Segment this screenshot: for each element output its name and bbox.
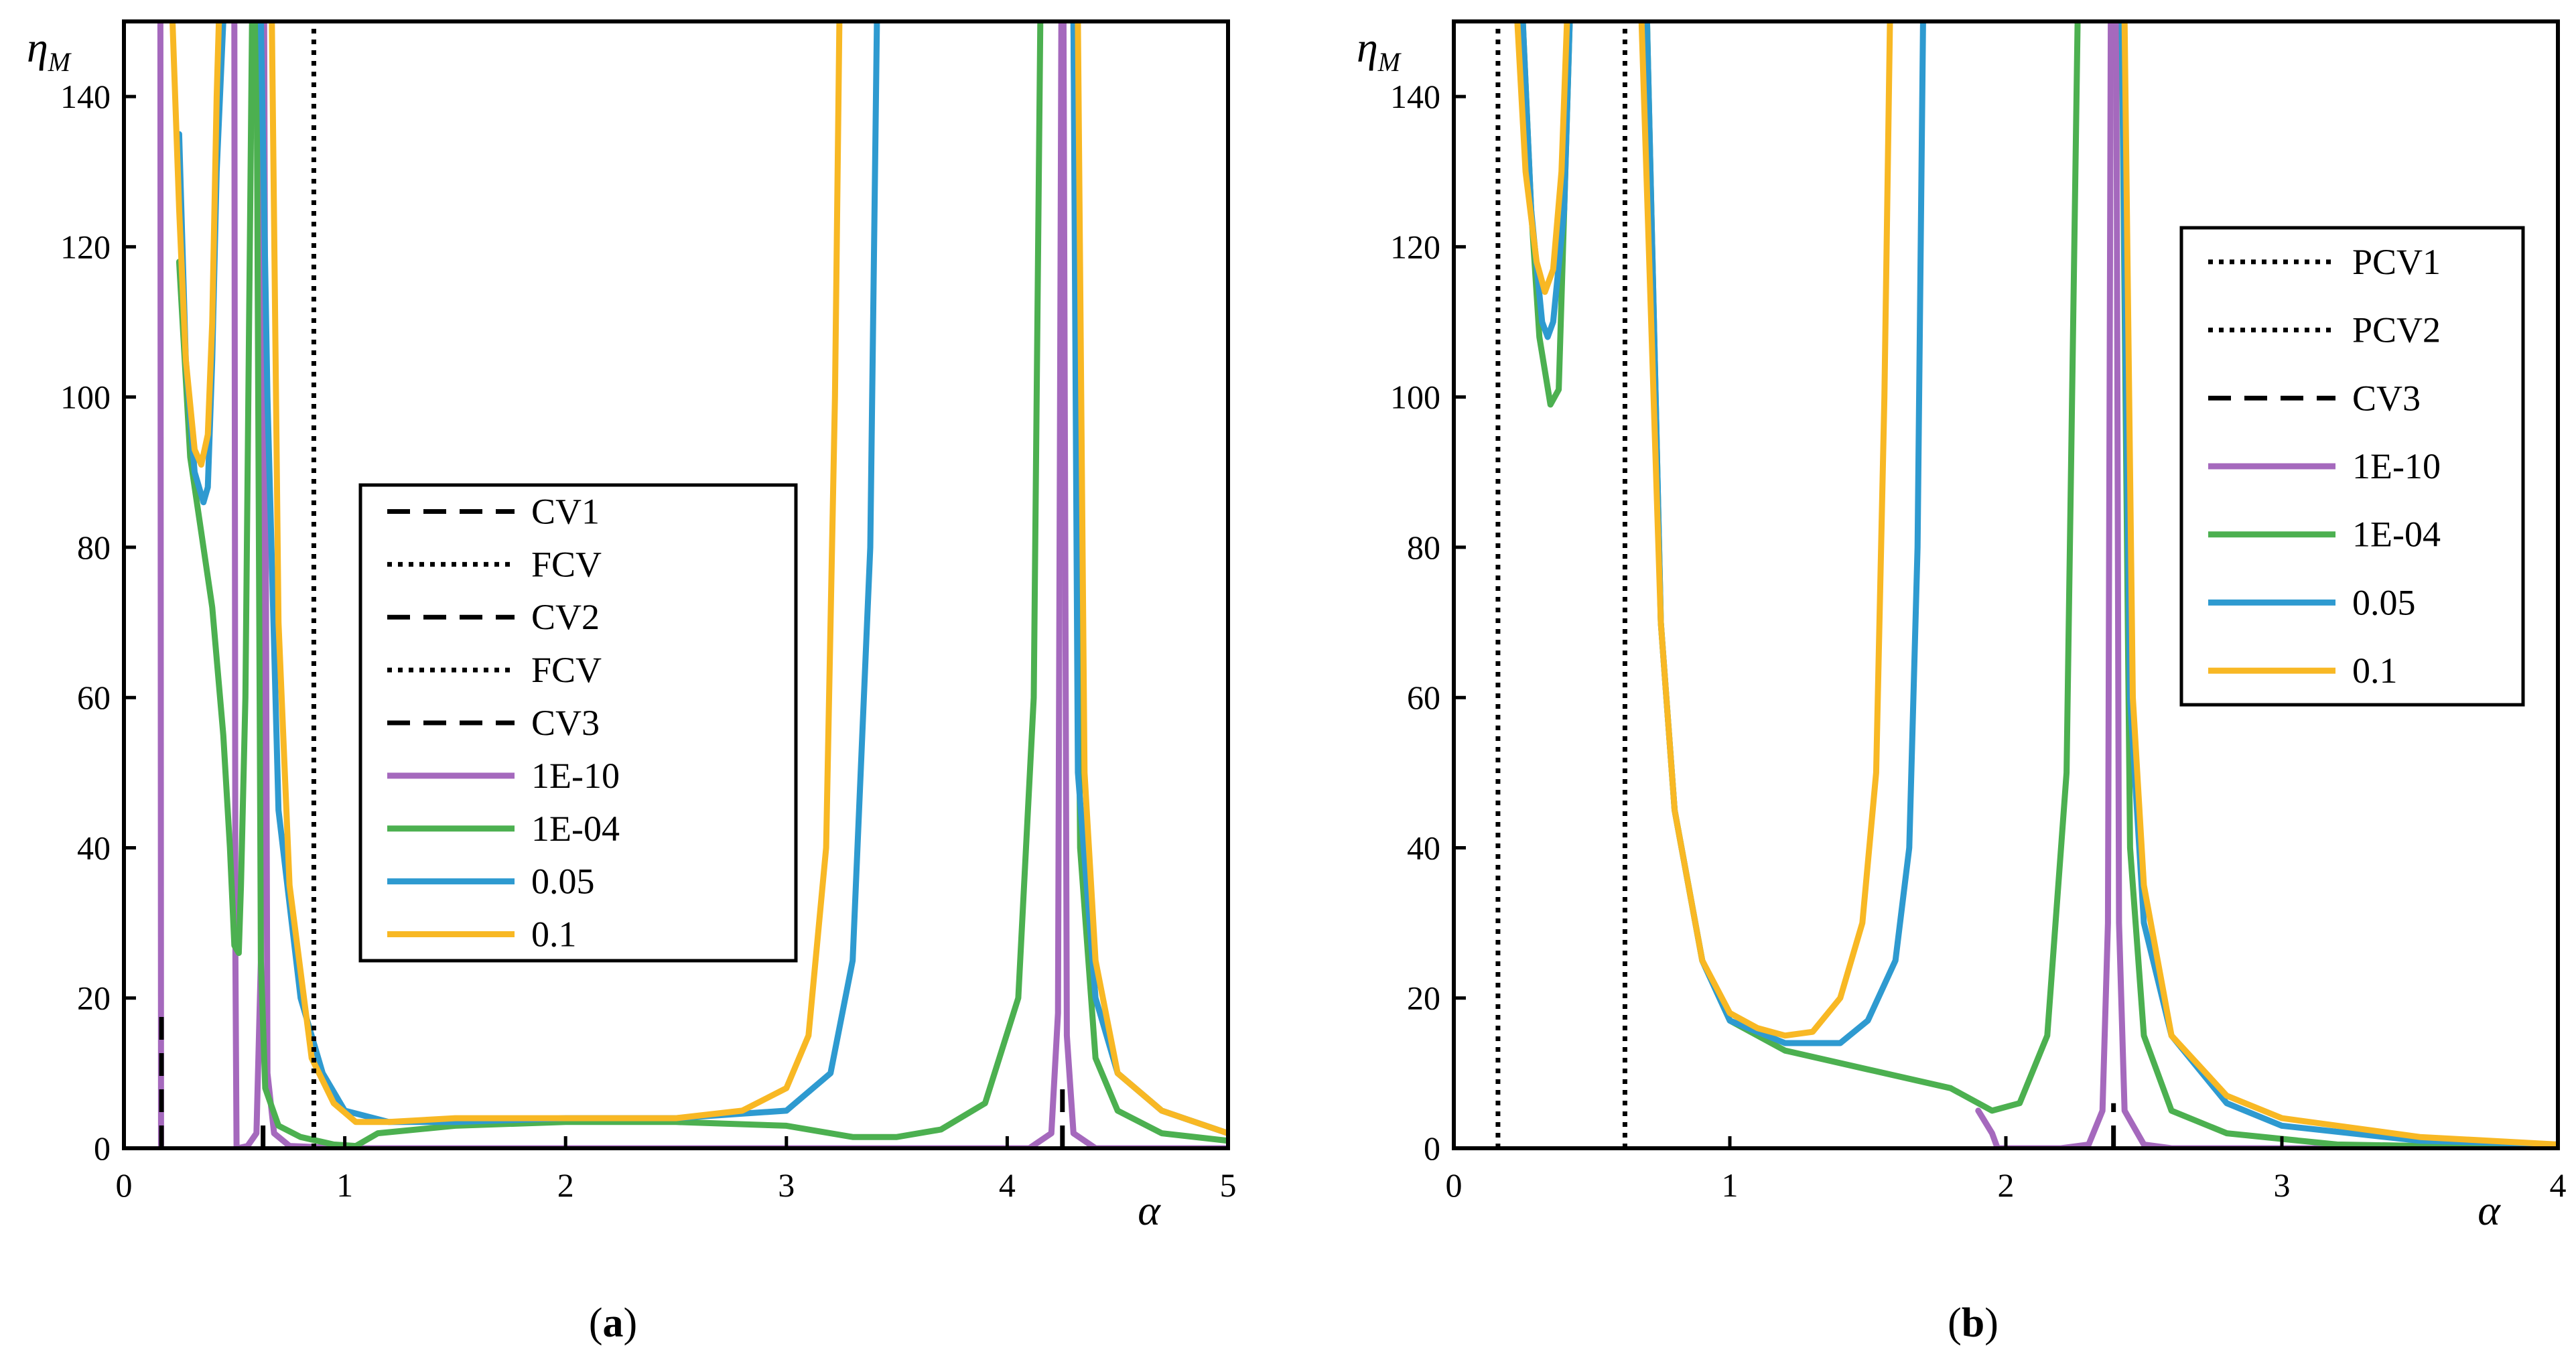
- legend-label-b-2: CV3: [2352, 378, 2421, 418]
- legend-label-b-6: 0.1: [2352, 651, 2398, 691]
- panel-caption-a: (a): [589, 1300, 637, 1346]
- legend-label-a-4: CV3: [531, 703, 600, 743]
- series-0.1-line-a-2: [1075, 21, 1228, 1137]
- x-tick-label-a-2: 2: [557, 1166, 574, 1204]
- x-tick-label-b-4: 4: [2550, 1166, 2567, 1204]
- series-1E-04-line-a-1: [253, 21, 1044, 1148]
- y-tick-label-b-0: 0: [1424, 1130, 1440, 1167]
- series-1E-04-line-b-2: [2118, 21, 2558, 1148]
- y-tick-label-a-120: 120: [60, 228, 111, 265]
- legend-label-b-1: PCV2: [2352, 310, 2441, 350]
- y-tick-label-a-40: 40: [77, 829, 111, 866]
- series-0.1-line-b-0: [1514, 21, 1570, 295]
- x-tick-label-a-5: 5: [1220, 1166, 1237, 1204]
- y-tick-label-a-60: 60: [77, 679, 111, 716]
- chart-panel-a: 0 20 40 60 80 100 120 140 0 1 2 3 4 5 ηM α CV1 FCV CV2…: [27, 19, 1237, 1346]
- legend-label-b-0: PCV1: [2352, 242, 2441, 282]
- panel-caption-b: (b): [1948, 1300, 1998, 1346]
- x-axis-label-a: α: [1138, 1186, 1161, 1234]
- y-axis-label-b: ηM: [1357, 23, 1402, 77]
- series-0.1-line-a-0: [170, 21, 222, 468]
- x-tick-label-b-2: 2: [1998, 1166, 2015, 1204]
- series-0.1-line-b-2: [2121, 21, 2558, 1148]
- series-1E-10-line-a-1: [231, 21, 240, 1148]
- x-tick-label-b-3: 3: [2274, 1166, 2291, 1204]
- plot-area-frame-a: [122, 19, 1230, 1150]
- x-axis-label-b: α: [2478, 1186, 2501, 1234]
- y-axis-label-a: ηM: [27, 23, 72, 77]
- series-1E-10-line-b-1: [2113, 21, 2558, 1148]
- y-tick-label-b-80: 80: [1407, 529, 1440, 566]
- y-tick-label-a-140: 140: [60, 78, 111, 115]
- chart-panel-b: 0 20 40 60 80 100 120 140 0 1 2 3 4 ηM α PCV1 PCV2 CV…: [1357, 19, 2567, 1346]
- series-1E-10-line-a-0: [157, 21, 164, 1148]
- y-tick-label-a-80: 80: [77, 529, 111, 566]
- legend-label-a-1: FCV: [531, 544, 602, 584]
- legend-label-a-6: 1E-04: [531, 809, 620, 849]
- y-tick-label-b-20: 20: [1407, 979, 1440, 1017]
- y-tick-label-b-60: 60: [1407, 679, 1440, 716]
- legend-label-b-5: 0.05: [2352, 582, 2416, 622]
- legend-label-a-2: CV2: [531, 597, 600, 637]
- series-0.05-line-a-1: [257, 21, 880, 1125]
- y-tick-label-b-100: 100: [1390, 379, 1440, 416]
- series-0.1-line-b-1: [1638, 21, 1893, 1039]
- series-1E-04-line-a-0: [176, 21, 255, 956]
- y-tick-label-b-40: 40: [1407, 829, 1440, 866]
- y-tick-label-a-100: 100: [60, 379, 111, 416]
- x-tick-label-a-1: 1: [336, 1166, 353, 1204]
- series-1E-10-line-a-4: [1060, 21, 1228, 1148]
- x-tick-label-a-0: 0: [116, 1166, 133, 1204]
- legend-label-b-3: 1E-10: [2352, 446, 2441, 486]
- y-tick-label-b-120: 120: [1390, 228, 1440, 265]
- series-0.1-line-a-1: [269, 21, 843, 1125]
- y-tick-label-a-0: 0: [94, 1130, 111, 1167]
- legend-label-a-5: 1E-10: [531, 756, 620, 796]
- legend-label-a-8: 0.1: [531, 914, 577, 955]
- x-tick-label-b-0: 0: [1446, 1166, 1463, 1204]
- legend-label-b-4: 1E-04: [2352, 515, 2441, 555]
- legend-label-a-7: 0.05: [531, 862, 595, 902]
- y-tick-label-a-20: 20: [77, 979, 111, 1017]
- x-tick-label-a-3: 3: [778, 1166, 795, 1204]
- legend-label-a-3: FCV: [531, 650, 602, 690]
- legend-label-a-0: CV1: [531, 491, 600, 531]
- x-tick-label-b-1: 1: [1722, 1166, 1739, 1204]
- x-tick-label-a-4: 4: [999, 1166, 1016, 1204]
- y-tick-label-b-140: 140: [1390, 78, 1440, 115]
